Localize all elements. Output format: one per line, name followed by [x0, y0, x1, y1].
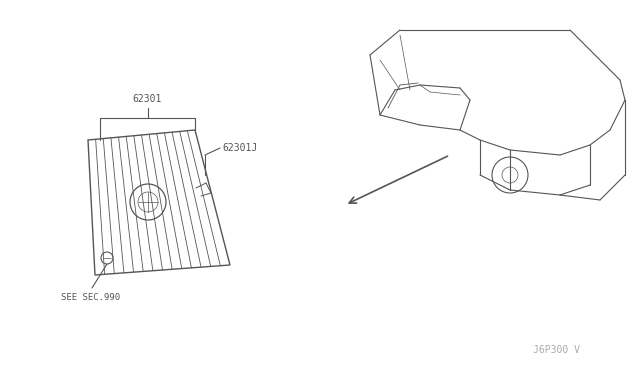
Text: 62301J: 62301J [222, 143, 257, 153]
Text: 62301: 62301 [133, 94, 162, 104]
Text: J6P300 V: J6P300 V [533, 345, 580, 355]
Text: SEE SEC.990: SEE SEC.990 [61, 293, 120, 302]
